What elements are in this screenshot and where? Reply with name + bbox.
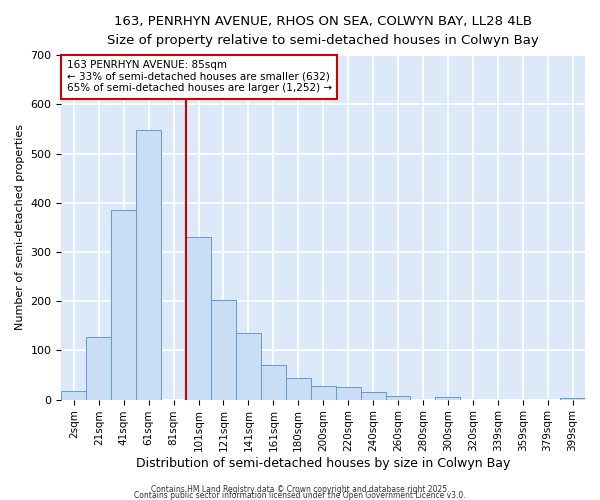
- Bar: [86, 336, 111, 400]
- Bar: [261, 365, 286, 400]
- Y-axis label: Number of semi-detached properties: Number of semi-detached properties: [15, 124, 25, 330]
- Bar: [61, 390, 86, 400]
- Bar: [560, 398, 585, 400]
- Bar: [311, 386, 335, 400]
- Bar: [136, 130, 161, 400]
- Bar: [186, 237, 211, 400]
- Bar: [436, 396, 460, 400]
- Bar: [335, 388, 361, 400]
- Bar: [236, 333, 261, 400]
- Bar: [386, 396, 410, 400]
- Text: 163 PENRHYN AVENUE: 85sqm
← 33% of semi-detached houses are smaller (632)
65% of: 163 PENRHYN AVENUE: 85sqm ← 33% of semi-…: [67, 60, 332, 94]
- Text: Contains HM Land Registry data © Crown copyright and database right 2025.: Contains HM Land Registry data © Crown c…: [151, 485, 449, 494]
- Bar: [286, 378, 311, 400]
- X-axis label: Distribution of semi-detached houses by size in Colwyn Bay: Distribution of semi-detached houses by …: [136, 457, 511, 470]
- Bar: [211, 300, 236, 400]
- Text: Contains public sector information licensed under the Open Government Licence v3: Contains public sector information licen…: [134, 491, 466, 500]
- Bar: [111, 210, 136, 400]
- Bar: [361, 392, 386, 400]
- Title: 163, PENRHYN AVENUE, RHOS ON SEA, COLWYN BAY, LL28 4LB
Size of property relative: 163, PENRHYN AVENUE, RHOS ON SEA, COLWYN…: [107, 15, 539, 47]
